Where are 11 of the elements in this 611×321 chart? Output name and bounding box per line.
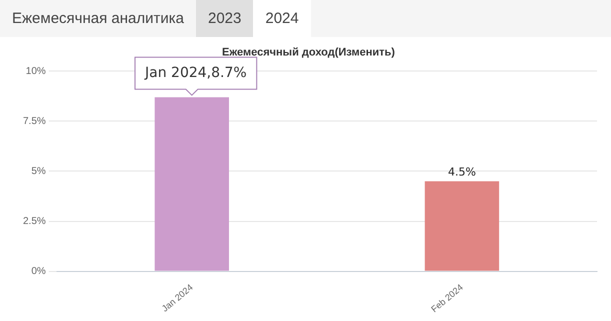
y-tick-label: 2.5% bbox=[22, 216, 46, 228]
y-tick-label: 5% bbox=[31, 166, 46, 177]
chart-title: Ежемесячный доход(Изменить) bbox=[222, 46, 396, 59]
data-label: 4.5% bbox=[448, 166, 476, 179]
text: Ежемесячная аналитика bbox=[11, 9, 185, 29]
text: 2023 bbox=[196, 0, 254, 37]
y-tick-label: 0% bbox=[31, 266, 46, 278]
annotation: Jan 2024,8.7% bbox=[144, 64, 247, 81]
y-tick-label: 10% bbox=[26, 66, 46, 77]
y-tick-label: 7.5% bbox=[22, 116, 46, 127]
text: 2024 bbox=[253, 0, 311, 37]
